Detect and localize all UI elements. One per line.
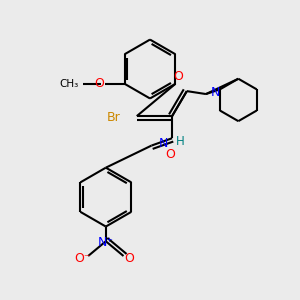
Text: O: O — [94, 77, 104, 90]
Text: N: N — [159, 137, 169, 150]
Text: O: O — [166, 148, 176, 161]
Text: CH₃: CH₃ — [60, 79, 79, 89]
Text: N⁺: N⁺ — [98, 236, 114, 249]
Text: O: O — [173, 70, 183, 83]
Text: Br: Br — [107, 111, 121, 124]
Text: O: O — [124, 252, 134, 266]
Text: H: H — [176, 135, 185, 148]
Text: N: N — [211, 86, 220, 99]
Text: O⁻: O⁻ — [74, 252, 91, 266]
